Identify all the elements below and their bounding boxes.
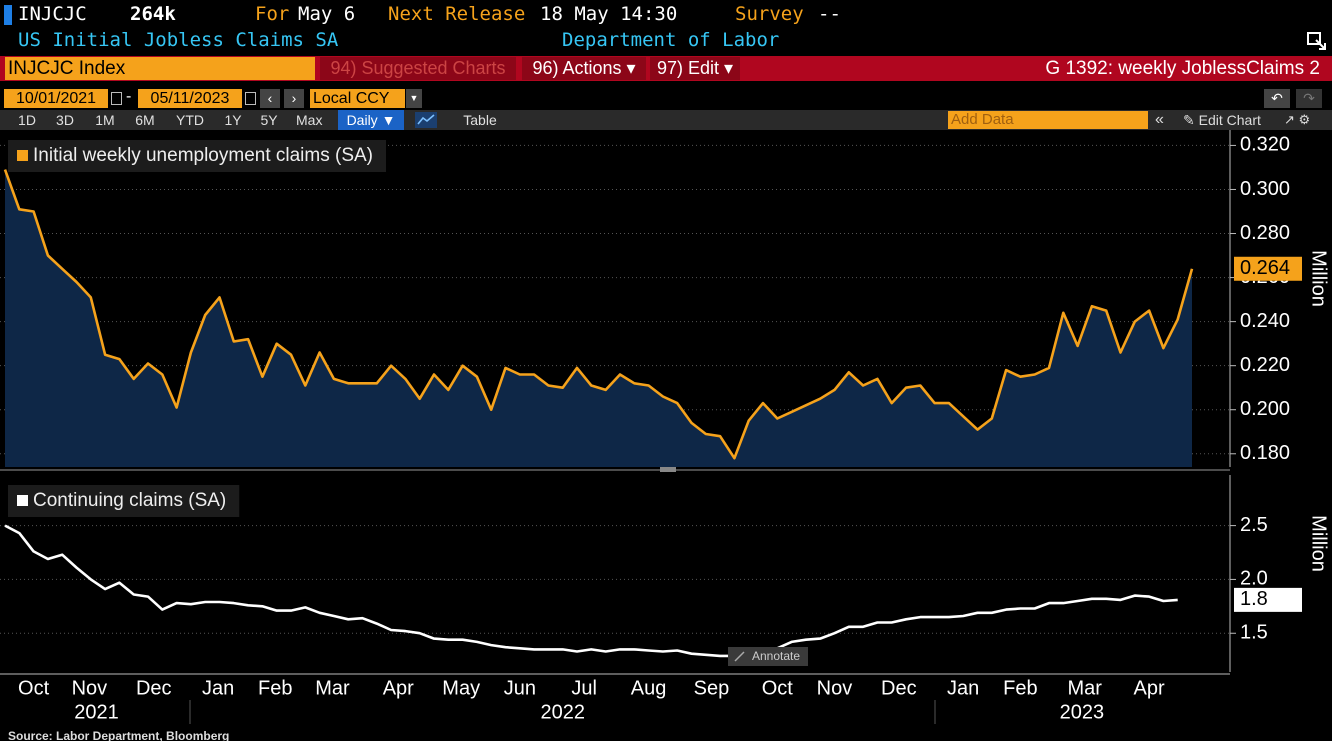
legend: Initial weekly unemployment claims (SA)	[8, 140, 387, 172]
last-value-box	[1234, 256, 1302, 281]
x-tick-label: Aug	[631, 677, 667, 699]
x-tick-label: Dec	[136, 677, 172, 699]
range-button[interactable]: 1D	[18, 112, 36, 128]
edit-menu[interactable]: 97) Edit ▾	[650, 57, 740, 80]
y-tick-label: 0.240	[1240, 310, 1290, 332]
ticker-marker	[4, 5, 12, 25]
series-line	[3, 169, 1194, 460]
next-release-value: 18 May 14:30	[540, 3, 678, 25]
range-button[interactable]: 1Y	[224, 112, 242, 128]
x-tick-label: Mar	[1068, 677, 1103, 699]
security-input[interactable]: INJCJC Index	[5, 57, 315, 80]
series-line	[4, 524, 1178, 658]
y-tick-label: 0.280	[1240, 222, 1290, 244]
legend-swatch	[17, 150, 28, 161]
y-tick-label: 0.220	[1240, 354, 1290, 376]
x-tick-label: Jul	[571, 677, 597, 699]
y-tick-label: 0.180	[1240, 442, 1290, 464]
annotate-label: Annotate	[752, 649, 800, 663]
last-value-box	[1234, 587, 1302, 612]
y-tick-label: 0.320	[1240, 134, 1290, 156]
frequency-select[interactable]: Daily ▼	[338, 110, 404, 130]
range-button[interactable]: 6M	[135, 112, 155, 128]
x-tick-label: Feb	[258, 677, 292, 699]
legend-box	[8, 140, 387, 172]
actions-menu[interactable]: 96) Actions ▾	[522, 57, 646, 80]
start-date[interactable]: 10/01/2021	[4, 89, 108, 108]
x-tick-label: Oct	[18, 677, 50, 699]
y-tick-label: 0.300	[1240, 178, 1290, 200]
y-axis-label: Million	[1308, 250, 1330, 307]
legend: Continuing claims (SA)	[8, 485, 240, 517]
y-axis-label: Million	[1308, 515, 1330, 572]
last-value-label: 1.8	[1240, 588, 1268, 610]
end-date[interactable]: 05/11/2023	[138, 89, 242, 108]
security-name: US Initial Jobless Claims SA	[18, 29, 339, 51]
x-tick-label: May	[442, 677, 480, 699]
legend-box	[8, 485, 240, 517]
calendar-icon[interactable]	[245, 92, 256, 105]
y-tick-label: 0.200	[1240, 398, 1290, 420]
source-note: Source: Labor Department, Bloomberg	[8, 729, 229, 741]
suggested-charts[interactable]: 94) Suggested Charts	[320, 57, 516, 80]
date-separator: -	[126, 88, 132, 105]
add-data-input[interactable]: Add Data	[948, 111, 1148, 129]
range-button[interactable]: 1M	[95, 112, 115, 128]
x-tick-label: Jan	[947, 677, 979, 699]
x-tick-label: Apr	[383, 677, 414, 699]
collapse-button[interactable]: «	[1155, 111, 1164, 128]
x-tick-label: Oct	[762, 677, 794, 699]
calendar-icon[interactable]	[111, 92, 122, 105]
legend-label: Continuing claims (SA)	[33, 490, 226, 511]
x-tick-label: Jun	[504, 677, 536, 699]
next-release-label: Next Release	[388, 3, 526, 25]
area-fill	[5, 169, 1192, 467]
survey-label: Survey	[735, 3, 804, 25]
range-button[interactable]: Max	[296, 112, 323, 128]
edit-chart-button[interactable]: ✎ Edit Chart	[1183, 112, 1261, 128]
x-tick-label: Sep	[694, 677, 730, 699]
chart-id: G 1392: weekly JoblessClaims 2	[1045, 58, 1320, 79]
x-tick-label: Jan	[202, 677, 234, 699]
popout-icon[interactable]	[1306, 30, 1328, 52]
annotate-button[interactable]: Annotate	[728, 647, 808, 666]
survey-value: --	[818, 3, 841, 25]
prev-button[interactable]: ‹	[260, 89, 280, 108]
x-year-label: 2021	[74, 701, 119, 723]
table-button[interactable]: Table	[463, 112, 497, 128]
x-tick-label: Dec	[881, 677, 917, 699]
y-tick-label: 1.5	[1240, 622, 1268, 644]
y-tick-label: 2.5	[1240, 514, 1268, 536]
last-value: 264k	[130, 3, 176, 25]
currency-select[interactable]: Local CCY	[310, 89, 405, 108]
source-org: Department of Labor	[562, 29, 780, 51]
settings-icons[interactable]: ↗ ⚙	[1284, 112, 1311, 127]
undo-button[interactable]: ↶	[1264, 89, 1290, 108]
legend-swatch	[17, 495, 28, 506]
currency-dropdown[interactable]: ▼	[406, 89, 422, 108]
legend-label: Initial weekly unemployment claims (SA)	[33, 145, 373, 166]
for-value: May 6	[298, 3, 356, 25]
last-value-label: 0.264	[1240, 257, 1290, 279]
panel-resize-handle[interactable]	[660, 467, 676, 472]
redo-button[interactable]: ↷	[1296, 89, 1322, 108]
x-year-label: 2022	[540, 701, 585, 723]
ticker: INJCJC	[18, 3, 87, 25]
range-button[interactable]: 3D	[56, 112, 74, 128]
next-button[interactable]: ›	[284, 89, 304, 108]
range-button[interactable]: YTD	[176, 112, 204, 128]
x-tick-label: Mar	[315, 677, 350, 699]
x-tick-label: Nov	[817, 677, 853, 699]
x-tick-label: Feb	[1003, 677, 1037, 699]
line-chart-icon[interactable]	[414, 111, 438, 129]
y-tick-label: 2.0	[1240, 568, 1268, 590]
edit-chart-label: Edit Chart	[1198, 112, 1261, 128]
range-button[interactable]: 5Y	[260, 112, 278, 128]
x-year-label: 2023	[1060, 701, 1105, 723]
for-label: For	[255, 3, 290, 25]
x-tick-label: Nov	[72, 677, 108, 699]
x-tick-label: Apr	[1134, 677, 1165, 699]
